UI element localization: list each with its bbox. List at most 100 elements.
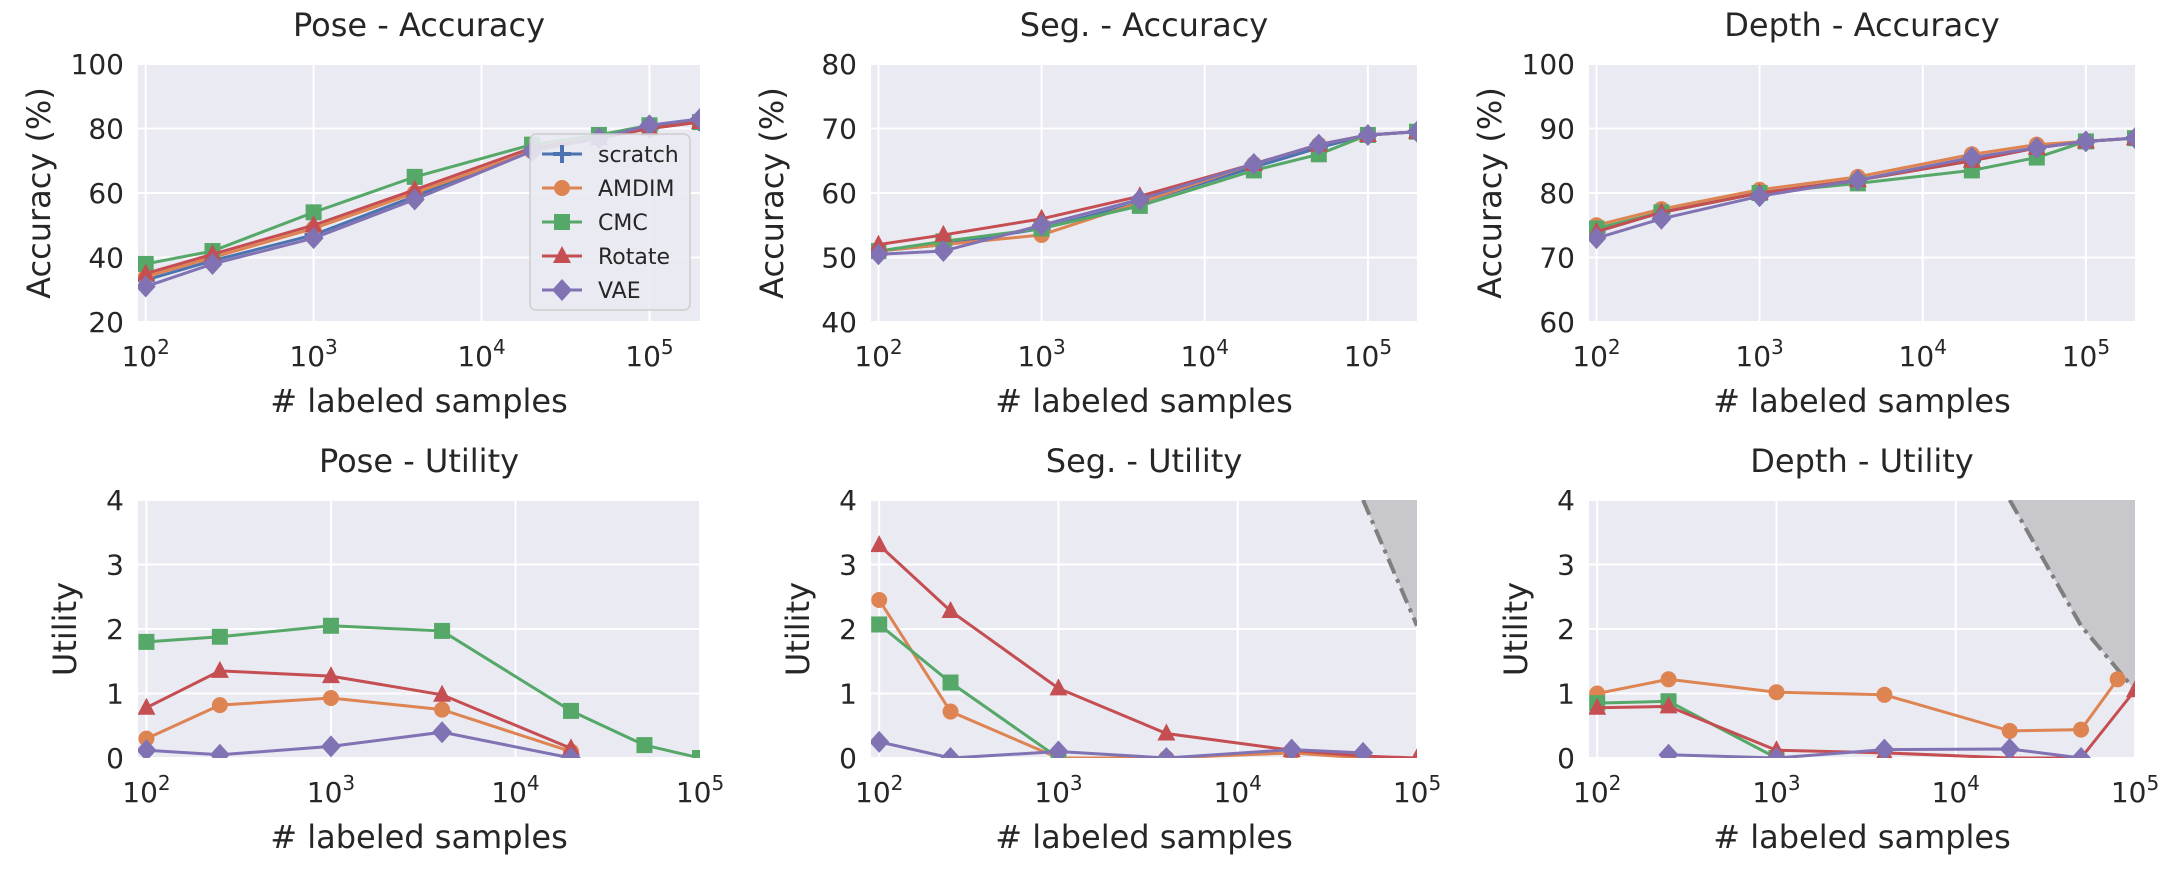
series-line-vae [878, 740, 1364, 758]
x-tick-label: 103 [1034, 771, 1082, 809]
shaded-region [2009, 500, 2135, 691]
shade-boundary-line [2007, 500, 2135, 692]
x-tick-label: 104 [1181, 335, 1229, 373]
y-tick-label: 4 [106, 484, 124, 517]
x-tick-label: 104 [1899, 335, 1947, 373]
legend-label: CMC [598, 211, 648, 236]
y-tick-label: 2 [839, 613, 857, 646]
chart-title: Depth - Accuracy [1724, 6, 1999, 44]
data-point-rotate [1157, 723, 1176, 741]
series-line-rotate [145, 120, 700, 276]
x-tick-label: 104 [491, 771, 539, 809]
data-point-rotate [210, 660, 229, 678]
chart-panel-3: Depth - Accuracy 60 70 80 90 100 102 103 104 105 #… [1471, 6, 2135, 420]
data-point-vae [1357, 123, 1378, 146]
data-point-vae [2125, 127, 2135, 150]
chart-title: Pose - Utility [319, 442, 519, 480]
series-group [138, 617, 700, 758]
data-point-rotate [1659, 696, 1678, 714]
x-axis-label: # labeled samples [270, 382, 568, 420]
data-point-vae [202, 252, 223, 275]
data-point-vae [1048, 740, 1069, 758]
series-line-cmc [878, 130, 1417, 253]
data-point-vae [1766, 747, 1787, 758]
y-tick-label: 3 [1557, 549, 1575, 582]
data-point-rotate [1589, 697, 1607, 715]
data-point-vae [1129, 188, 1150, 211]
data-point-vae [320, 735, 341, 758]
y-tick-label: 1 [1557, 678, 1575, 711]
data-point-rotate [138, 697, 156, 715]
x-tick-label: 105 [625, 335, 673, 373]
x-tick-label: 104 [1932, 771, 1980, 809]
x-axis-label: # labeled samples [270, 818, 568, 856]
y-tick-label: 80 [821, 48, 857, 81]
data-point-vae [303, 227, 324, 250]
data-point-vae [404, 188, 425, 211]
x-tick-label: 105 [1344, 335, 1392, 373]
chart-title: Pose - Accuracy [293, 6, 545, 44]
data-point-cmc [942, 674, 959, 691]
data-point-cmc [305, 204, 322, 221]
legend-box [529, 133, 691, 311]
chart-panel-2: Seg. - Accuracy 40 50 60 70 80 102 103 104 105 # l… [753, 6, 1417, 420]
data-point-amdim [871, 591, 888, 608]
data-point-vae [1651, 207, 1672, 230]
data-point-rotate [1411, 748, 1417, 758]
y-axis-label: Accuracy (%) [1471, 87, 1509, 299]
chart-title: Seg. - Accuracy [1020, 6, 1268, 44]
x-tick-label: 102 [855, 771, 903, 809]
x-tick-label: 105 [2062, 335, 2110, 373]
y-axis-label: Accuracy (%) [753, 87, 791, 299]
data-point-vae [1407, 120, 1417, 143]
diamond-icon [552, 279, 572, 301]
data-point-vae [1961, 146, 1982, 169]
y-tick-label: 3 [839, 549, 857, 582]
data-point-vae [561, 747, 582, 758]
data-point-rotate [562, 738, 581, 756]
chart-panel-5: Seg. - Utility 0 1 2 3 4 102 103 104 105 # labeled… [779, 442, 1441, 856]
y-tick-label: 1 [839, 678, 857, 711]
x-tick-label: 103 [1735, 335, 1783, 373]
legend-label: VAE [598, 279, 641, 304]
data-point-vae [1281, 738, 1302, 758]
y-axis-label: Utility [1497, 582, 1535, 676]
legend-label: Rotate [598, 245, 670, 270]
data-point-vae [933, 240, 954, 263]
x-axis-label: # labeled samples [1713, 818, 2011, 856]
square-icon [554, 214, 570, 230]
data-point-cmc [871, 616, 888, 633]
y-tick-label: 40 [821, 306, 857, 339]
data-point-amdim [942, 703, 959, 720]
data-point-vae [2075, 130, 2096, 153]
x-axis-label: # labeled samples [1713, 382, 2011, 420]
data-point-cmc [138, 633, 155, 650]
data-point-vae [2026, 136, 2047, 159]
data-point-amdim [2073, 721, 2090, 738]
y-tick-label: 40 [88, 242, 124, 275]
x-tick-label: 102 [854, 335, 902, 373]
data-point-amdim [322, 690, 339, 707]
x-tick-label: 102 [1573, 771, 1621, 809]
data-point-rotate [203, 244, 222, 262]
series-group [1589, 127, 2135, 250]
y-axis-label: Utility [779, 582, 817, 676]
data-point-vae [1589, 227, 1607, 250]
y-axis-label: Accuracy (%) [20, 87, 58, 299]
y-tick-label: 70 [821, 113, 857, 146]
data-point-rotate [871, 535, 889, 553]
data-point-cmc [434, 622, 451, 639]
data-point-cmc [322, 617, 339, 634]
data-point-vae [871, 243, 889, 266]
data-point-rotate [1049, 678, 1068, 696]
shade-boundary-line [1361, 500, 1417, 627]
x-tick-label: 103 [1017, 335, 1065, 373]
data-point-rotate [405, 179, 424, 197]
data-point-vae [1156, 747, 1177, 758]
triangle-icon [553, 246, 571, 263]
data-point-vae [2071, 747, 2092, 758]
x-tick-label: 102 [1572, 335, 1620, 373]
x-axis-label: # labeled samples [995, 382, 1293, 420]
chart-panel-6: Depth - Utility 0 1 2 3 4 102 103 104 105 # labele… [1497, 442, 2159, 856]
x-tick-label: 103 [1752, 771, 1800, 809]
